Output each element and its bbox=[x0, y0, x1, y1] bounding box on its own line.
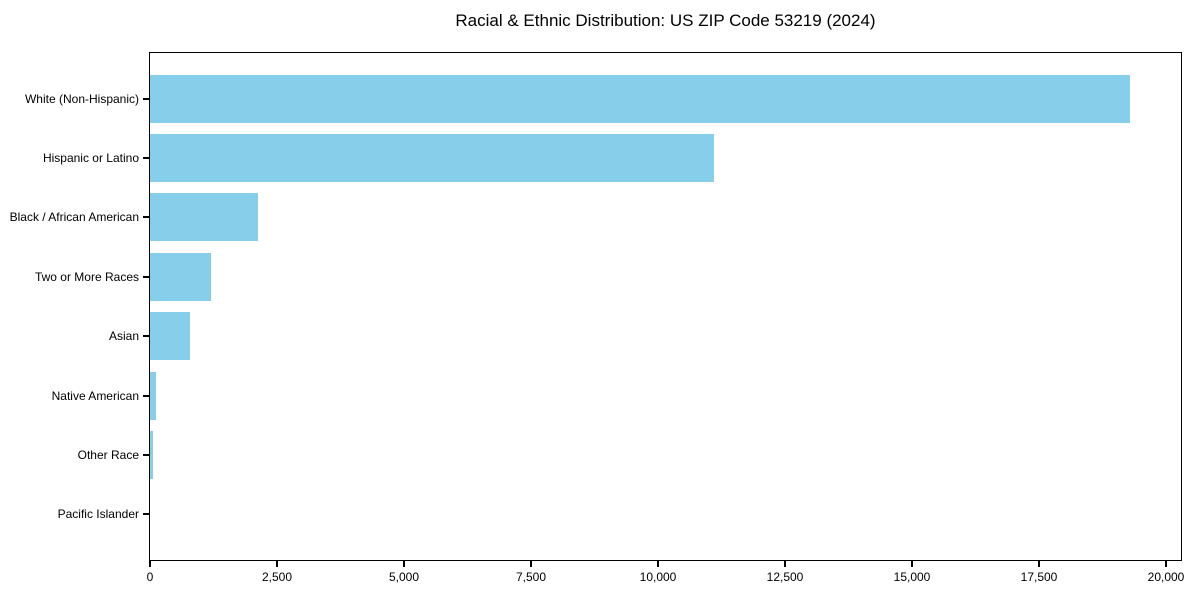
y-axis-tick bbox=[143, 98, 149, 100]
x-axis-tick bbox=[403, 561, 405, 567]
plot-area bbox=[149, 52, 1182, 561]
bar bbox=[150, 252, 211, 301]
x-axis-tick bbox=[1165, 561, 1167, 567]
x-axis-tick-label: 20,000 bbox=[1147, 570, 1185, 584]
bar bbox=[150, 193, 258, 242]
bar bbox=[150, 430, 154, 479]
y-axis-label: Two or More Races bbox=[34, 270, 139, 284]
x-axis-tick-label: 7,500 bbox=[515, 570, 547, 584]
x-axis-tick-label: 0 bbox=[146, 570, 154, 584]
y-axis-tick bbox=[143, 335, 149, 337]
x-axis-tick bbox=[276, 561, 278, 567]
y-axis-label: Pacific Islander bbox=[57, 507, 139, 521]
y-axis-label: Other Race bbox=[77, 448, 139, 462]
x-axis-tick-label: 15,000 bbox=[893, 570, 931, 584]
x-axis-tick bbox=[149, 561, 151, 567]
y-axis-label: Native American bbox=[51, 389, 139, 403]
x-axis-tick-label: 17,500 bbox=[1020, 570, 1058, 584]
chart-title: Racial & Ethnic Distribution: US ZIP Cod… bbox=[455, 11, 876, 30]
bar bbox=[150, 134, 714, 183]
bar bbox=[150, 74, 1131, 123]
x-axis-tick bbox=[657, 561, 659, 567]
x-axis-tick bbox=[784, 561, 786, 567]
y-axis-label: Asian bbox=[108, 329, 139, 343]
bar bbox=[150, 371, 157, 420]
y-axis-tick bbox=[143, 513, 149, 515]
x-axis-tick bbox=[1038, 561, 1040, 567]
x-axis-tick-label: 5,000 bbox=[388, 570, 420, 584]
x-axis-tick-label: 2,500 bbox=[261, 570, 293, 584]
y-axis-tick bbox=[143, 454, 149, 456]
y-axis-tick bbox=[143, 276, 149, 278]
y-axis-label: Hispanic or Latino bbox=[42, 151, 139, 165]
bar bbox=[150, 312, 191, 361]
x-axis-tick-label: 12,500 bbox=[766, 570, 804, 584]
x-axis-tick-label: 10,000 bbox=[639, 570, 677, 584]
y-axis-tick bbox=[143, 216, 149, 218]
x-axis-tick bbox=[911, 561, 913, 567]
y-axis-label: White (Non-Hispanic) bbox=[24, 92, 139, 106]
x-axis-tick bbox=[530, 561, 532, 567]
y-axis-tick bbox=[143, 395, 149, 397]
y-axis-tick bbox=[143, 157, 149, 159]
y-axis-label: Black / African American bbox=[9, 210, 139, 224]
